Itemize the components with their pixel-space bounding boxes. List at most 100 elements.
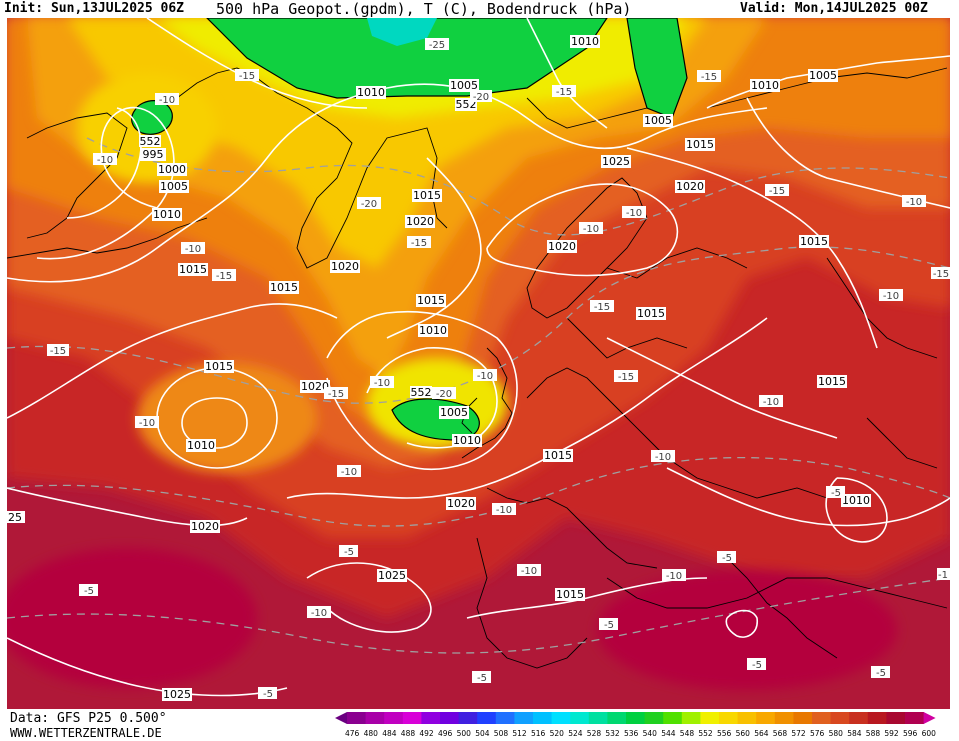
pressure-label: 1010 (750, 79, 780, 92)
legend-swatch (514, 712, 534, 724)
temp-label: -5 (717, 551, 736, 564)
svg-text:-15: -15 (328, 389, 344, 400)
temp-label: -20 (357, 197, 381, 210)
svg-text:-5: -5 (477, 673, 487, 684)
temp-label: -10 (759, 395, 783, 408)
legend-value: 536 (624, 729, 639, 738)
svg-text:-15: -15 (556, 87, 572, 98)
temp-label: -10 (622, 206, 646, 219)
legend-arrow-right (923, 712, 936, 724)
svg-text:-10: -10 (185, 244, 201, 255)
pressure-label: 1015 (817, 375, 847, 388)
legend-swatch (477, 712, 497, 724)
geopotential-fill (7, 18, 950, 709)
svg-text:-10: -10 (883, 291, 899, 302)
pressure-label: 1025 (601, 155, 631, 168)
temp-label: -10 (93, 153, 117, 166)
legend-value: 532 (605, 729, 620, 738)
temp-label: -10 (473, 369, 497, 382)
temp-label: -5 (599, 618, 618, 631)
svg-text:1005: 1005 (450, 79, 478, 92)
legend-value: 500 (456, 729, 471, 738)
temp-label: -25 (425, 38, 449, 51)
svg-text:1025: 1025 (163, 688, 191, 701)
pressure-label: 1015 (543, 449, 573, 462)
pressure-label: 1015 (685, 138, 715, 151)
svg-text:1005: 1005 (644, 114, 672, 127)
temp-label: -15 (697, 70, 721, 83)
temp-label: -15 (614, 370, 638, 383)
temperature-labels: -25 -15 -20 -15 -15 -10 -10 -20 -15 -10 … (47, 38, 950, 700)
header-bar: Init: Sun,13JUL2025 06Z 500 hPa Geopot.(… (0, 0, 959, 18)
geopotential-green-north (206, 18, 608, 99)
svg-text:1010: 1010 (453, 434, 481, 447)
legend-swatch (774, 712, 794, 724)
pressure-label: 1005 (159, 180, 189, 193)
temp-label: -5 (79, 584, 98, 597)
legend-swatch (905, 712, 925, 724)
svg-text:995: 995 (143, 148, 164, 161)
svg-text:-10: -10 (906, 197, 922, 208)
pressure-label: 1020 (446, 497, 476, 510)
svg-text:-10: -10 (655, 452, 671, 463)
svg-text:1010: 1010 (153, 208, 181, 221)
svg-text:1015: 1015 (686, 138, 714, 151)
temp-label: -15 (47, 344, 69, 357)
dashed-isotherms (7, 137, 950, 654)
legend-swatch (719, 712, 739, 724)
svg-text:552: 552 (140, 135, 161, 148)
legend-value: 476 (345, 729, 360, 738)
temp-label: -20 (432, 387, 456, 400)
website-credit: WWW.WETTERZENTRALE.DE (10, 726, 162, 740)
legend-swatch (570, 712, 590, 724)
pressure-label: 1020 (300, 380, 330, 393)
pressure-label: 1010 (841, 494, 871, 507)
svg-text:-10: -10 (341, 467, 357, 478)
svg-text:1010: 1010 (842, 494, 870, 507)
legend-value: 504 (475, 729, 490, 738)
pressure-label: 1015 (204, 360, 234, 373)
svg-text:1025: 1025 (378, 569, 406, 582)
svg-text:1015: 1015 (800, 235, 828, 248)
legend-value: 480 (363, 729, 378, 738)
temp-label: -5 (826, 486, 845, 499)
legend-value: 584 (847, 729, 862, 738)
svg-text:1015: 1015 (818, 375, 846, 388)
temp-label: -15 (552, 85, 576, 98)
svg-text:-10: -10 (477, 371, 493, 382)
svg-text:-10: -10 (626, 208, 642, 219)
legend-arrow-left (335, 712, 347, 724)
svg-text:552: 552 (411, 386, 432, 399)
pressure-label: 1025 (162, 688, 192, 701)
temp-label: -10 (902, 195, 926, 208)
svg-text:-10: -10 (97, 155, 113, 166)
svg-text:-15: -15 (594, 302, 610, 313)
legend-swatch (347, 712, 367, 724)
temp-label: -10 (517, 564, 541, 577)
legend-swatch (700, 712, 720, 724)
legend-value: 488 (400, 729, 416, 738)
temp-label: -15 (212, 269, 236, 282)
legend-swatch (886, 712, 906, 724)
legend-value: 552 (698, 729, 713, 738)
svg-text:-10: -10 (311, 608, 327, 619)
legend-swatch (421, 712, 441, 724)
legend-swatch (365, 712, 385, 724)
svg-text:-5: -5 (876, 668, 886, 679)
svg-text:25: 25 (8, 511, 22, 524)
svg-text:1005: 1005 (809, 69, 837, 82)
legend-swatch (737, 712, 757, 724)
legend-swatch (663, 712, 683, 724)
temp-label: -10 (307, 606, 331, 619)
legend-swatch (533, 712, 553, 724)
legend-swatch (495, 712, 515, 724)
pressure-label: 1020 (547, 240, 577, 253)
pressure-label: 1010 (186, 439, 216, 452)
svg-text:-5: -5 (831, 488, 841, 499)
temp-label: -15 (590, 300, 614, 313)
svg-text:1020: 1020 (191, 520, 219, 533)
svg-text:-15: -15 (769, 186, 785, 197)
edge-label: 25 (7, 511, 25, 524)
svg-text:-10: -10 (374, 378, 390, 389)
map-title: 500 hPa Geopot.(gpdm), T (C), Bodendruck… (216, 0, 632, 18)
